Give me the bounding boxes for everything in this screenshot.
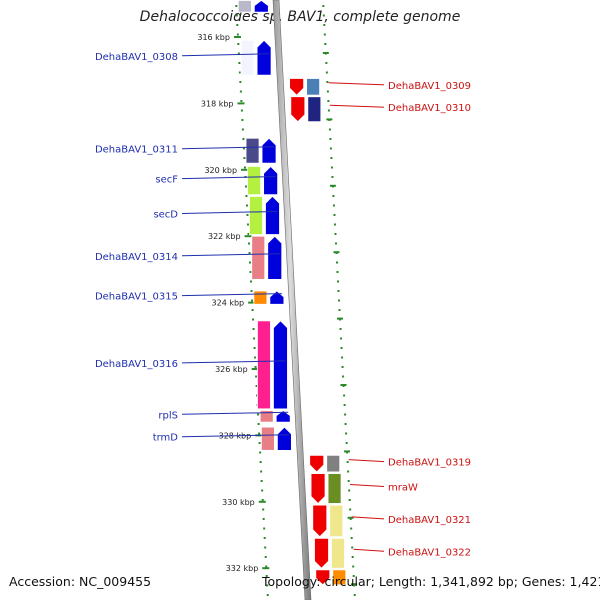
gene-label-2: DehaBAV1_0309 [388,81,471,92]
gene-label-4: DehaBAV1_0311 [95,145,178,156]
gene-label-13: mraW [388,483,418,494]
scale-tick-label: 324 kbp [212,299,245,308]
gene-label-9: DehaBAV1_0316 [95,359,178,370]
gene-block-12 [326,454,341,473]
gene-block-8 [253,290,268,305]
scale-tick-label: 318 kbp [201,99,234,108]
scale-tick-label: 332 kbp [226,564,259,573]
gene-label-6: secD [153,209,178,220]
gene-block-2 [306,78,321,96]
gene-block-4 [245,137,260,164]
scale-tick-label: 330 kbp [222,498,255,507]
gene-arrow-12 [309,454,325,473]
scale-tick-label: 320 kbp [204,166,237,175]
gene-label-5: secF [155,175,178,186]
gene-label-leader [181,53,270,57]
gene-arrow-3 [290,96,306,123]
gene-block-6 [249,195,263,235]
gene-arrow-13 [310,473,326,505]
gene-label-15: DehaBAV1_0322 [388,547,471,558]
gene-block-14 [329,504,344,538]
gene-label-leader [181,411,289,415]
gene-label-leader [181,210,278,214]
gene-arrow-1 [256,39,272,76]
map-title: Dehalococcoides sp. BAV1, complete genom… [139,9,461,25]
gene-label-12: DehaBAV1_0319 [388,458,471,469]
gene-label-leader [328,82,385,86]
topology-label: Topology: circular; Length: 1,341,892 bp… [262,574,600,589]
gene-label-1: DehaBAV1_0308 [95,52,178,63]
gene-label-leader [181,176,276,180]
scale-tick-label: 316 kbp [197,33,230,42]
gene-label-leader [329,104,385,108]
gene-arrow-15 [314,537,329,569]
gene-block-0 [237,0,252,13]
gene-label-14: DehaBAV1_0321 [388,515,471,526]
gene-label-leader [181,434,290,438]
gene-block-11 [260,426,275,451]
gene-label-leader [348,459,385,463]
gene-label-10: rplS [158,410,178,421]
gene-label-7: DehaBAV1_0314 [95,252,178,263]
gene-arrow-8 [269,290,285,305]
gene-block-3 [307,96,322,123]
gene-block-7 [251,235,266,280]
gene-label-leader [353,548,385,552]
gene-arrow-2 [289,78,305,96]
gene-arrow-10 [275,410,291,423]
scale-tick-label: 326 kbp [215,365,248,374]
gene-label-leader [181,293,282,297]
gene-label-leader [181,146,275,150]
gene-label-leader [181,360,286,364]
accession-label: Accession: NC_009455 [9,574,152,589]
gene-arrow-11 [276,426,292,451]
gene-arrow-6 [265,195,280,235]
gene-block-10 [259,410,274,423]
gene-arrow-0 [253,0,269,13]
gene-arrow-9 [273,320,288,410]
gene-label-leader [351,516,385,520]
gene-arrow-5 [263,165,279,196]
gene-block-1 [240,39,255,76]
gene-block-5 [247,166,262,196]
gene-arrow-14 [312,504,328,538]
genome-backbone [272,0,312,600]
gene-label-11: trmD [153,433,179,444]
gene-label-leader [350,484,385,488]
gene-block-13 [327,473,342,504]
gene-label-8: DehaBAV1_0315 [95,292,178,303]
gene-label-leader [181,253,280,257]
gene-block-9 [257,320,271,410]
gene-block-15 [331,537,345,569]
gene-label-3: DehaBAV1_0310 [388,103,471,114]
gene-arrow-16 [315,569,331,586]
gene-arrow-7 [267,235,283,280]
scale-tick-label: 322 kbp [208,232,241,241]
gene-block-16 [332,569,347,586]
gene-arrow-4 [261,137,277,164]
